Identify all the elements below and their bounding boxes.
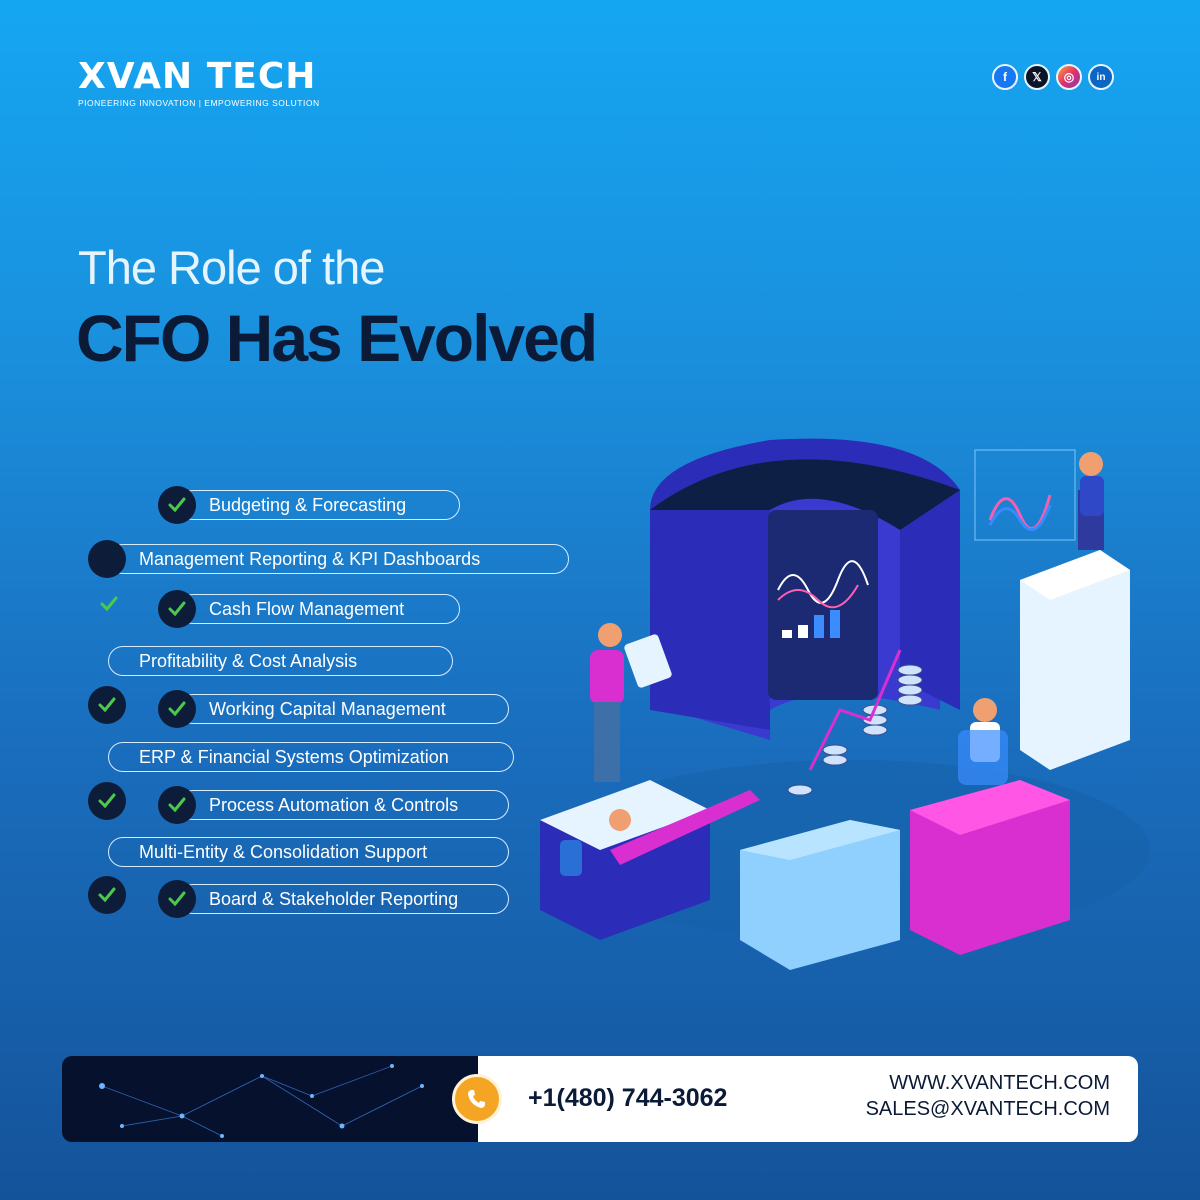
service-item-cash-flow: Cash Flow Management <box>178 594 460 624</box>
contact-links: WWW.XVANTECH.COM SALES@XVANTECH.COM <box>866 1070 1110 1122</box>
heading-line-1: The Role of the <box>78 241 385 294</box>
service-item-budgeting: Budgeting & Forecasting <box>178 490 460 520</box>
checkmark-icon <box>88 686 126 724</box>
service-item-multi-entity: Multi-Entity & Consolidation Support <box>108 837 509 867</box>
checkmark-icon <box>158 786 196 824</box>
phone-icon[interactable] <box>452 1074 502 1124</box>
instagram-icon[interactable]: ◎ <box>1056 64 1082 90</box>
checkmark-icon <box>158 880 196 918</box>
checkmark-icon <box>100 596 118 612</box>
phone-number[interactable]: +1(480) 744-3062 <box>528 1084 728 1112</box>
checkmark-icon <box>88 782 126 820</box>
service-item-board-reporting: Board & Stakeholder Reporting <box>178 884 509 914</box>
service-item-working-capital: Working Capital Management <box>178 694 509 724</box>
checkmark-icon <box>158 690 196 728</box>
linkedin-icon[interactable]: in <box>1088 64 1114 90</box>
brand-tagline: PIONEERING INNOVATION | EMPOWERING SOLUT… <box>78 98 320 108</box>
social-links: f 𝕏 ◎ in <box>992 64 1114 90</box>
bullet-circle <box>88 540 126 578</box>
service-item-process-automation: Process Automation & Controls <box>178 790 509 820</box>
heading-line-2: CFO Has Evolved <box>76 301 598 375</box>
service-item-erp: ERP & Financial Systems Optimization <box>108 742 514 772</box>
email-link[interactable]: SALES@XVANTECH.COM <box>865 1098 1110 1120</box>
checkmark-icon <box>88 876 126 914</box>
service-item-management-reporting: Management Reporting & KPI Dashboards <box>108 544 569 574</box>
network-graphic <box>62 1056 478 1142</box>
contact-bar: +1(480) 744-3062 WWW.XVANTECH.COM SALES@… <box>62 1056 1138 1142</box>
x-icon[interactable]: 𝕏 <box>1024 64 1050 90</box>
brand-name: XVAN TECH <box>78 56 317 97</box>
checkmark-icon <box>158 590 196 628</box>
website-link[interactable]: WWW.XVANTECH.COM <box>889 1072 1110 1094</box>
checkmark-icon <box>158 486 196 524</box>
service-item-profitability: Profitability & Cost Analysis <box>108 646 453 676</box>
facebook-icon[interactable]: f <box>992 64 1018 90</box>
brand-logo: XVAN TECH PIONEERING INNOVATION | EMPOWE… <box>78 56 320 109</box>
cfo-illustration <box>540 438 1150 970</box>
